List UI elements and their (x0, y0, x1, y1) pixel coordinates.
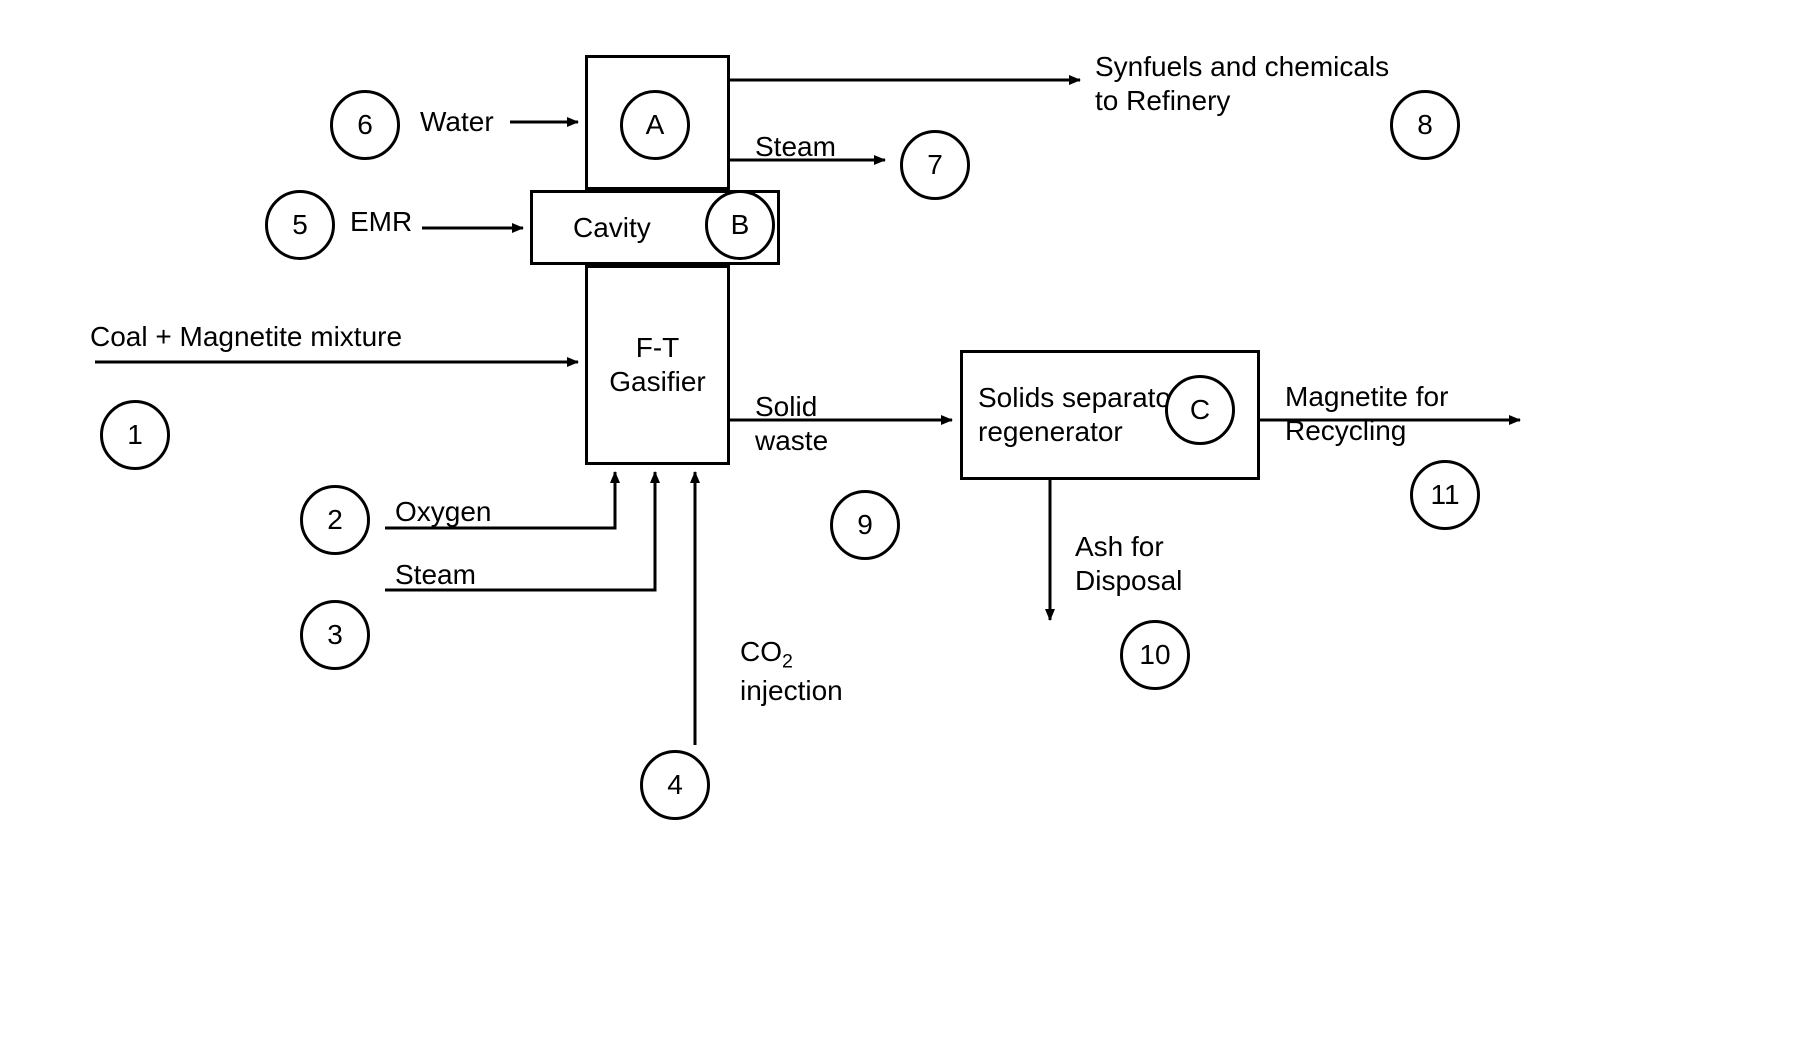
box-ft-gasifier: F-T Gasifier (585, 265, 730, 465)
label-ash-disposal: Ash for Disposal (1075, 530, 1182, 597)
label-oxygen: Oxygen (395, 495, 492, 529)
node-7: 7 (900, 130, 970, 200)
node-6: 6 (330, 90, 400, 160)
node-8: 8 (1390, 90, 1460, 160)
label-magnetite-recycling: Magnetite for Recycling (1285, 380, 1448, 447)
node-10: 10 (1120, 620, 1190, 690)
node-b: B (705, 190, 775, 260)
node-4: 4 (640, 750, 710, 820)
node-3: 3 (300, 600, 370, 670)
label-synfuels: Synfuels and chemicals to Refinery (1095, 50, 1389, 117)
node-11: 11 (1410, 460, 1480, 530)
node-9: 9 (830, 490, 900, 560)
node-a: A (620, 90, 690, 160)
label-coal-magnetite: Coal + Magnetite mixture (90, 320, 402, 354)
label-solid-waste: Solid waste (755, 390, 828, 457)
node-c: C (1165, 375, 1235, 445)
gasifier-label: F-T Gasifier (588, 331, 727, 398)
cavity-label: Cavity (573, 211, 651, 245)
label-emr: EMR (350, 205, 412, 239)
label-co2-injection: CO2injection (740, 635, 843, 708)
node-2: 2 (300, 485, 370, 555)
label-water: Water (420, 105, 494, 139)
label-steam-in: Steam (395, 558, 476, 592)
node-1: 1 (100, 400, 170, 470)
process-flow-diagram: Cavity F-T Gasifier Solids separator/ re… (0, 0, 1802, 1037)
label-steam-out: Steam (755, 130, 836, 164)
node-5: 5 (265, 190, 335, 260)
